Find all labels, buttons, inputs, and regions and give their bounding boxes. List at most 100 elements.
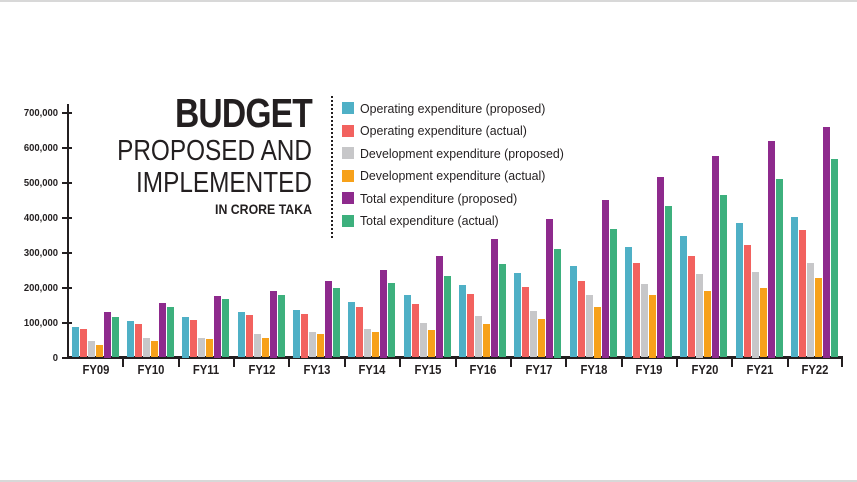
y-axis-tick <box>62 251 72 254</box>
x-axis-group-tick <box>399 357 402 367</box>
x-axis-category-label: FY21 <box>746 363 774 377</box>
bar-FY09-total-expenditure-proposed <box>103 312 111 358</box>
y-axis-line <box>67 104 69 359</box>
chart-title: BUDGET <box>174 90 313 136</box>
x-axis-end-tick <box>841 357 843 367</box>
y-axis-tick <box>62 146 72 149</box>
bar-FY20-development-expenditure-proposed <box>696 273 704 358</box>
legend-swatch <box>342 124 354 137</box>
bar-FY20-total-expenditure-actual <box>720 195 728 358</box>
x-axis-category-label: FY15 <box>414 363 442 377</box>
bar-FY11-total-expenditure-actual <box>222 299 230 358</box>
bar-FY20-operating-expenditure-proposed <box>680 236 688 358</box>
bar-FY17-total-expenditure-proposed <box>546 219 554 358</box>
legend-item-2: Operating expenditure (actual) <box>342 120 575 143</box>
bar-FY10-development-expenditure-proposed <box>142 337 150 358</box>
bar-FY14-development-expenditure-proposed <box>364 328 372 358</box>
y-axis-tick-label: 400,000 <box>23 211 59 224</box>
y-axis-tick-label: 300,000 <box>23 246 59 259</box>
legend-swatch <box>342 169 354 182</box>
bar-FY15-total-expenditure-proposed <box>435 256 443 358</box>
bar-FY18-development-expenditure-actual <box>593 306 601 358</box>
legend-item-4: Development expenditure (actual) <box>342 165 575 188</box>
bar-FY21-operating-expenditure-proposed <box>735 222 743 358</box>
bar-FY19-development-expenditure-proposed <box>641 284 649 358</box>
y-axis-tick-label: 200,000 <box>23 281 59 294</box>
bar-FY22-development-expenditure-proposed <box>807 262 815 358</box>
legend-item-6: Total expenditure (actual) <box>342 210 575 233</box>
bar-FY11-development-expenditure-proposed <box>198 337 206 358</box>
bar-FY12-development-expenditure-actual <box>261 337 269 358</box>
y-axis-tick <box>62 356 72 359</box>
chart-subtitle-line1: PROPOSED AND <box>117 135 313 167</box>
bar-FY17-operating-expenditure-actual <box>522 287 530 358</box>
legend-label: Operating expenditure (actual) <box>360 123 527 139</box>
dotted-divider <box>331 96 333 238</box>
bar-FY12-development-expenditure-proposed <box>253 333 261 358</box>
legend-item-3: Development expenditure (proposed) <box>342 142 575 165</box>
y-axis-tick <box>62 216 72 219</box>
top-edge-line <box>0 0 857 2</box>
bar-FY13-operating-expenditure-proposed <box>292 310 300 358</box>
bar-FY18-operating-expenditure-actual <box>577 280 585 358</box>
bar-FY21-total-expenditure-actual <box>775 179 783 358</box>
bar-FY10-total-expenditure-proposed <box>158 302 166 358</box>
bar-FY16-total-expenditure-actual <box>499 263 506 358</box>
bar-FY16-operating-expenditure-proposed <box>459 285 466 358</box>
x-axis-category-label: FY12 <box>248 363 276 377</box>
x-axis-group-tick <box>343 357 346 367</box>
bar-FY15-development-expenditure-proposed <box>419 323 427 358</box>
bar-FY14-operating-expenditure-actual <box>356 307 364 358</box>
bar-FY20-development-expenditure-actual <box>704 291 712 358</box>
bar-FY12-operating-expenditure-proposed <box>237 312 245 358</box>
legend-label: Total expenditure (actual) <box>360 213 499 229</box>
x-axis-category-label: FY18 <box>580 363 608 377</box>
legend-swatch <box>342 102 354 115</box>
bar-FY13-total-expenditure-actual <box>332 288 340 358</box>
bar-FY11-operating-expenditure-proposed <box>182 317 190 358</box>
bar-FY14-operating-expenditure-proposed <box>348 301 356 358</box>
legend-label: Development expenditure (proposed) <box>360 145 564 161</box>
bottom-edge-line <box>0 480 857 482</box>
bar-FY22-operating-expenditure-actual <box>799 230 807 358</box>
bar-FY14-total-expenditure-actual <box>388 282 396 358</box>
legend-item-1: Operating expenditure (proposed) <box>342 97 575 120</box>
bar-FY21-development-expenditure-actual <box>759 287 767 358</box>
bar-FY10-total-expenditure-actual <box>166 307 174 358</box>
bar-FY13-operating-expenditure-actual <box>300 313 308 358</box>
x-axis-category-label: FY22 <box>801 363 829 377</box>
bar-FY10-operating-expenditure-proposed <box>126 321 134 358</box>
bar-FY19-total-expenditure-proposed <box>657 177 665 358</box>
bar-FY14-development-expenditure-actual <box>372 331 380 358</box>
x-axis-category-label: FY10 <box>137 363 165 377</box>
bar-FY15-operating-expenditure-actual <box>411 304 419 358</box>
bar-FY19-development-expenditure-actual <box>649 294 657 358</box>
x-axis-group-tick <box>122 357 125 367</box>
bar-FY16-development-expenditure-proposed <box>475 315 482 358</box>
x-axis-category-label: FY11 <box>193 363 220 377</box>
bar-FY21-operating-expenditure-actual <box>743 245 751 358</box>
bar-FY22-total-expenditure-proposed <box>823 126 831 358</box>
legend-swatch <box>342 147 354 160</box>
x-axis-category-label: FY19 <box>635 363 663 377</box>
bar-FY12-total-expenditure-proposed <box>269 291 277 358</box>
x-axis-group-tick <box>675 357 678 367</box>
bar-FY20-operating-expenditure-actual <box>688 256 696 358</box>
bar-FY11-development-expenditure-actual <box>206 339 214 358</box>
bar-FY09-development-expenditure-actual <box>95 344 103 358</box>
bar-FY09-total-expenditure-actual <box>111 316 119 358</box>
bar-FY21-total-expenditure-proposed <box>767 140 775 358</box>
legend-label: Operating expenditure (proposed) <box>360 100 546 116</box>
chart-title-block: BUDGET PROPOSED AND IMPLEMENTED IN CRORE… <box>0 90 313 217</box>
bar-FY11-total-expenditure-proposed <box>214 296 222 358</box>
x-axis-group-tick <box>454 357 457 367</box>
bar-FY13-total-expenditure-proposed <box>324 280 332 358</box>
y-axis-tick-label: 700,000 <box>23 106 59 119</box>
bar-FY17-development-expenditure-actual <box>538 319 546 358</box>
bar-FY20-total-expenditure-proposed <box>712 156 720 358</box>
bar-FY15-operating-expenditure-proposed <box>403 295 411 358</box>
bar-FY16-operating-expenditure-actual <box>467 294 474 358</box>
bar-FY12-total-expenditure-actual <box>277 295 285 358</box>
chart-subtitle-line2: IMPLEMENTED <box>136 167 312 199</box>
